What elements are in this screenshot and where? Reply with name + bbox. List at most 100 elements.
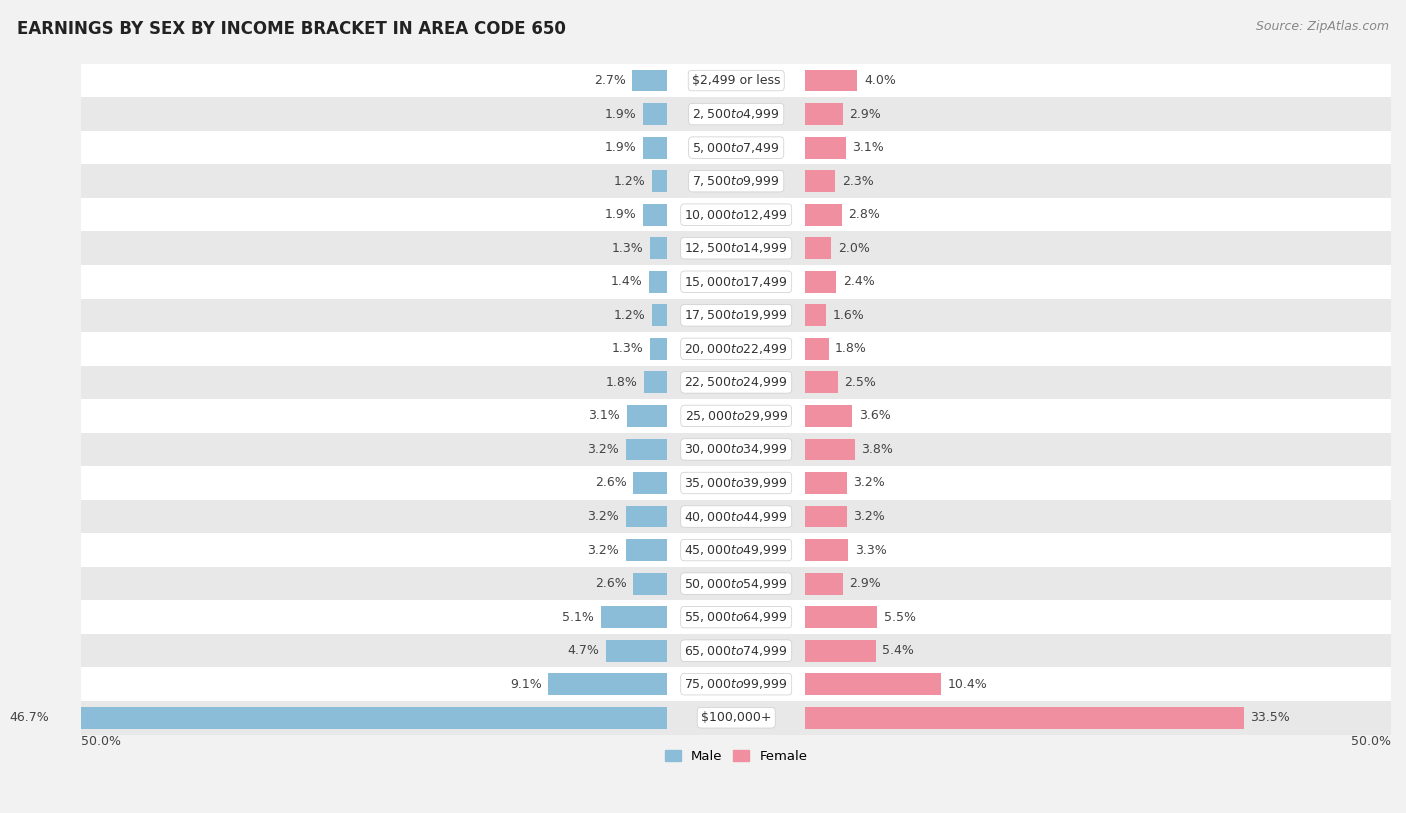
Text: 1.9%: 1.9% <box>605 208 636 221</box>
Text: 1.8%: 1.8% <box>835 342 868 355</box>
Text: 2.7%: 2.7% <box>593 74 626 87</box>
Text: $2,499 or less: $2,499 or less <box>692 74 780 87</box>
Text: $40,000 to $44,999: $40,000 to $44,999 <box>685 510 787 524</box>
Text: 2.6%: 2.6% <box>595 577 627 590</box>
Bar <box>627 405 668 427</box>
Bar <box>806 640 876 662</box>
Text: $2,500 to $4,999: $2,500 to $4,999 <box>692 107 780 121</box>
Bar <box>626 506 668 528</box>
Text: 3.3%: 3.3% <box>855 544 887 557</box>
Text: $7,500 to $9,999: $7,500 to $9,999 <box>692 174 780 188</box>
Bar <box>643 204 668 225</box>
Bar <box>82 500 1391 533</box>
Bar <box>806 506 846 528</box>
Text: 1.2%: 1.2% <box>613 175 645 188</box>
Bar <box>806 572 844 594</box>
Text: 3.2%: 3.2% <box>588 443 619 456</box>
Text: 3.2%: 3.2% <box>588 544 619 557</box>
Bar <box>806 606 877 628</box>
Text: $5,000 to $7,499: $5,000 to $7,499 <box>692 141 780 154</box>
Text: 50.0%: 50.0% <box>1351 735 1391 748</box>
Text: 4.0%: 4.0% <box>863 74 896 87</box>
Text: 5.5%: 5.5% <box>883 611 915 624</box>
Text: EARNINGS BY SEX BY INCOME BRACKET IN AREA CODE 650: EARNINGS BY SEX BY INCOME BRACKET IN ARE… <box>17 20 565 38</box>
Text: 2.9%: 2.9% <box>849 107 882 120</box>
Text: Source: ZipAtlas.com: Source: ZipAtlas.com <box>1256 20 1389 33</box>
Bar <box>82 634 1391 667</box>
Text: 3.2%: 3.2% <box>588 510 619 523</box>
Bar <box>548 673 668 695</box>
Bar <box>651 338 668 359</box>
Text: 2.0%: 2.0% <box>838 241 869 254</box>
Text: $20,000 to $22,499: $20,000 to $22,499 <box>685 341 787 356</box>
Text: 5.4%: 5.4% <box>882 644 914 657</box>
Bar <box>806 706 1244 728</box>
Text: $100,000+: $100,000+ <box>702 711 772 724</box>
Text: $35,000 to $39,999: $35,000 to $39,999 <box>685 476 787 490</box>
Bar <box>634 572 668 594</box>
Text: 1.8%: 1.8% <box>606 376 637 389</box>
Bar <box>56 706 668 728</box>
Bar <box>82 164 1391 198</box>
Bar <box>82 298 1391 332</box>
Text: $25,000 to $29,999: $25,000 to $29,999 <box>685 409 787 423</box>
Bar <box>82 399 1391 433</box>
Bar <box>806 137 845 159</box>
Bar <box>643 137 668 159</box>
Text: 1.9%: 1.9% <box>605 107 636 120</box>
Bar <box>806 204 842 225</box>
Bar <box>626 438 668 460</box>
Bar <box>82 567 1391 600</box>
Bar <box>606 640 668 662</box>
Bar <box>82 433 1391 466</box>
Bar <box>82 198 1391 232</box>
Text: 3.8%: 3.8% <box>862 443 893 456</box>
Text: 3.2%: 3.2% <box>853 476 886 489</box>
Text: 2.9%: 2.9% <box>849 577 882 590</box>
Bar <box>806 170 835 192</box>
Bar <box>82 63 1391 98</box>
Bar <box>806 372 838 393</box>
Bar <box>82 701 1391 734</box>
Text: 2.3%: 2.3% <box>842 175 873 188</box>
Text: $12,500 to $14,999: $12,500 to $14,999 <box>685 241 787 255</box>
Text: 1.2%: 1.2% <box>613 309 645 322</box>
Bar <box>650 271 668 293</box>
Text: $30,000 to $34,999: $30,000 to $34,999 <box>685 442 787 456</box>
Bar <box>652 304 668 326</box>
Text: 2.8%: 2.8% <box>848 208 880 221</box>
Bar <box>82 533 1391 567</box>
Legend: Male, Female: Male, Female <box>659 745 813 768</box>
Bar <box>806 405 852 427</box>
Text: $55,000 to $64,999: $55,000 to $64,999 <box>685 610 787 624</box>
Text: $17,500 to $19,999: $17,500 to $19,999 <box>685 308 787 322</box>
Text: 5.1%: 5.1% <box>562 611 595 624</box>
Bar <box>806 438 855 460</box>
Text: $45,000 to $49,999: $45,000 to $49,999 <box>685 543 787 557</box>
Text: $22,500 to $24,999: $22,500 to $24,999 <box>685 376 787 389</box>
Bar <box>82 667 1391 701</box>
Text: $50,000 to $54,999: $50,000 to $54,999 <box>685 576 787 590</box>
Text: $75,000 to $99,999: $75,000 to $99,999 <box>685 677 787 691</box>
Text: 2.6%: 2.6% <box>595 476 627 489</box>
Bar <box>651 237 668 259</box>
Text: 10.4%: 10.4% <box>948 678 987 691</box>
Text: 9.1%: 9.1% <box>510 678 541 691</box>
Bar <box>806 304 825 326</box>
Bar <box>806 338 828 359</box>
Bar <box>626 539 668 561</box>
Bar <box>644 372 668 393</box>
Bar <box>82 98 1391 131</box>
Text: 33.5%: 33.5% <box>1250 711 1289 724</box>
Bar <box>643 103 668 125</box>
Bar <box>82 332 1391 366</box>
Text: 1.3%: 1.3% <box>612 342 644 355</box>
Text: $10,000 to $12,499: $10,000 to $12,499 <box>685 207 787 222</box>
Bar <box>82 265 1391 298</box>
Bar <box>652 170 668 192</box>
Bar <box>633 70 668 91</box>
Bar <box>806 539 848 561</box>
Text: 46.7%: 46.7% <box>10 711 49 724</box>
Bar <box>806 237 831 259</box>
Bar <box>806 103 844 125</box>
